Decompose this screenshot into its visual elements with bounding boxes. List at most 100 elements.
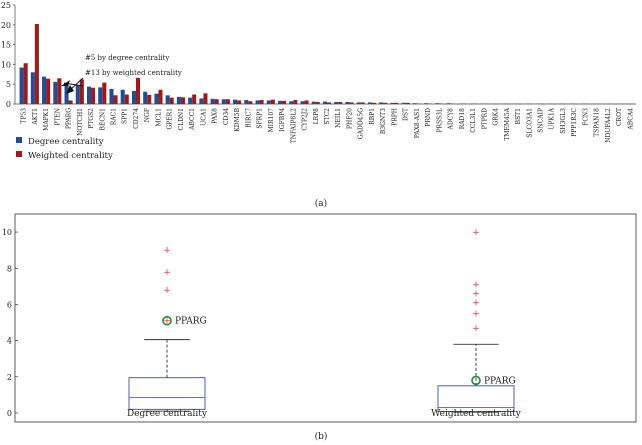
degree-bar <box>278 100 283 104</box>
outlier-marker: + <box>472 324 480 334</box>
x-tick-label: SH3GL3 <box>560 108 567 134</box>
x-tick-label: PAX8 <box>212 108 219 124</box>
weighted-bar <box>394 102 399 104</box>
pparg-highlight-circle <box>162 315 172 326</box>
weighted-bar <box>57 78 62 104</box>
weighted-bar <box>360 102 365 104</box>
boxplot-boxes: ++++PPARG++++++PPARG <box>128 228 516 413</box>
x-tick-label: TSPAN18 <box>594 108 601 137</box>
x-tick-label: ABCC1 <box>189 108 196 131</box>
x-tick-label: SNCAIP <box>537 108 544 133</box>
degree-bar <box>401 102 406 104</box>
weighted-bar <box>214 99 219 104</box>
x-tick-label: IGFBP4 <box>279 108 286 132</box>
x-tick-label: PPP1R3C <box>571 108 578 137</box>
weighted-bar <box>203 93 208 104</box>
x-tick-label: NOTCH1 <box>77 108 84 136</box>
weighted-bar <box>338 102 343 104</box>
legend-label-degree: Degree centrality <box>28 137 104 147</box>
degree-bar <box>19 67 24 104</box>
weighted-bar <box>113 95 118 104</box>
degree-bar <box>233 99 238 104</box>
box-weighted: ++++++PPARG <box>437 228 516 413</box>
boxplot-category-label-degree: Degree centrality <box>127 409 208 419</box>
y-tick-label: 0 <box>7 409 12 418</box>
bar-chart-legend: Degree centrality Weighted centrality <box>16 137 113 161</box>
degree-bar <box>165 95 170 104</box>
annotation-arrowhead-weighted <box>66 85 74 94</box>
degree-bar <box>334 102 339 104</box>
iqr-box <box>128 377 206 410</box>
degree-bar <box>390 102 395 104</box>
x-tick-label: NEIL1 <box>335 108 342 128</box>
degree-bar <box>75 85 80 104</box>
annotation-arrow-weighted <box>69 77 84 91</box>
weighted-bar <box>68 100 73 104</box>
degree-bar <box>244 100 249 104</box>
weighted-bar <box>248 101 253 104</box>
x-tick-label: MCL1 <box>155 108 162 127</box>
legend-label-weighted: Weighted centrality <box>28 151 113 161</box>
weighted-bar <box>192 94 197 104</box>
weighted-bar <box>46 78 51 104</box>
degree-bar <box>109 88 114 104</box>
degree-bar <box>131 90 136 104</box>
y-tick-label: 2 <box>7 373 12 382</box>
x-tick-label: SLCO3A1 <box>526 108 533 138</box>
y-tick-label: 5 <box>6 80 11 89</box>
x-tick-label: SPP1 <box>122 108 129 124</box>
weighted-bar <box>169 97 174 104</box>
pparg-highlight-circle <box>471 375 481 386</box>
boxplot-y-axis: 0 2 4 6 8 10 <box>2 228 18 418</box>
bar-chart-bars <box>19 24 635 105</box>
x-tick-label: PRPH <box>391 108 398 126</box>
degree-bar <box>379 102 384 104</box>
pparg-highlight-label: PPARG <box>175 317 207 327</box>
x-tick-label: LRP8 <box>313 108 320 125</box>
x-tick-label: B3GNT3 <box>380 108 387 134</box>
weighted-bar <box>34 24 39 105</box>
outlier-marker: + <box>472 290 480 300</box>
x-tick-label: GRK4 <box>493 108 500 126</box>
weighted-bar <box>259 100 264 104</box>
x-tick-label: NDUFA4L2 <box>605 108 612 143</box>
x-tick-label: STC2 <box>324 108 331 125</box>
x-tick-label: MIR107 <box>268 108 275 133</box>
degree-bar <box>300 101 305 104</box>
weighted-bar <box>158 89 163 104</box>
weighted-bar <box>225 99 230 104</box>
x-tick-label: NGF <box>144 108 151 122</box>
degree-bar <box>446 103 451 104</box>
x-tick-label: UCA1 <box>200 108 207 126</box>
degree-bar <box>210 98 215 104</box>
x-tick-label: RAC1 <box>111 108 118 125</box>
weighted-bar <box>135 77 141 104</box>
weighted-bar <box>327 102 332 104</box>
boxplot-frame <box>14 213 637 423</box>
x-tick-label: RAD18 <box>459 108 466 129</box>
y-tick-label: 0 <box>6 100 11 109</box>
x-tick-label: TMEM45A <box>504 107 511 140</box>
x-tick-label: SFRP1 <box>257 108 264 129</box>
x-tick-label: BECN1 <box>99 108 106 130</box>
weighted-bar <box>23 63 28 104</box>
x-tick-label: CYP2J2 <box>302 108 309 131</box>
box-degree: + + + + PPARG <box>128 246 207 412</box>
x-tick-label: PTPRD <box>481 108 488 130</box>
x-tick-label: TNFAIP8L2 <box>290 108 297 143</box>
weighted-bar <box>293 100 298 104</box>
outlier-marker: + <box>163 286 171 296</box>
boxplot-category-label-weighted: Weighted centrality <box>431 409 522 419</box>
x-tick-label: PHF20 <box>346 108 353 129</box>
x-tick-label: CLDN1 <box>178 108 185 130</box>
panel-a-label: (a) <box>315 198 327 209</box>
weighted-bar <box>124 94 129 104</box>
degree-bar <box>143 91 148 104</box>
legend-swatch-weighted <box>16 151 22 157</box>
x-tick-label: CD274 <box>133 108 140 129</box>
weighted-bar <box>79 79 84 104</box>
weighted-bar <box>102 82 107 104</box>
degree-bar <box>86 86 92 104</box>
